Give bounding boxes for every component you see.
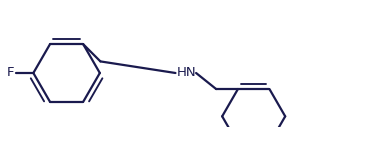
Text: HN: HN	[177, 66, 196, 79]
Text: F: F	[7, 66, 14, 80]
